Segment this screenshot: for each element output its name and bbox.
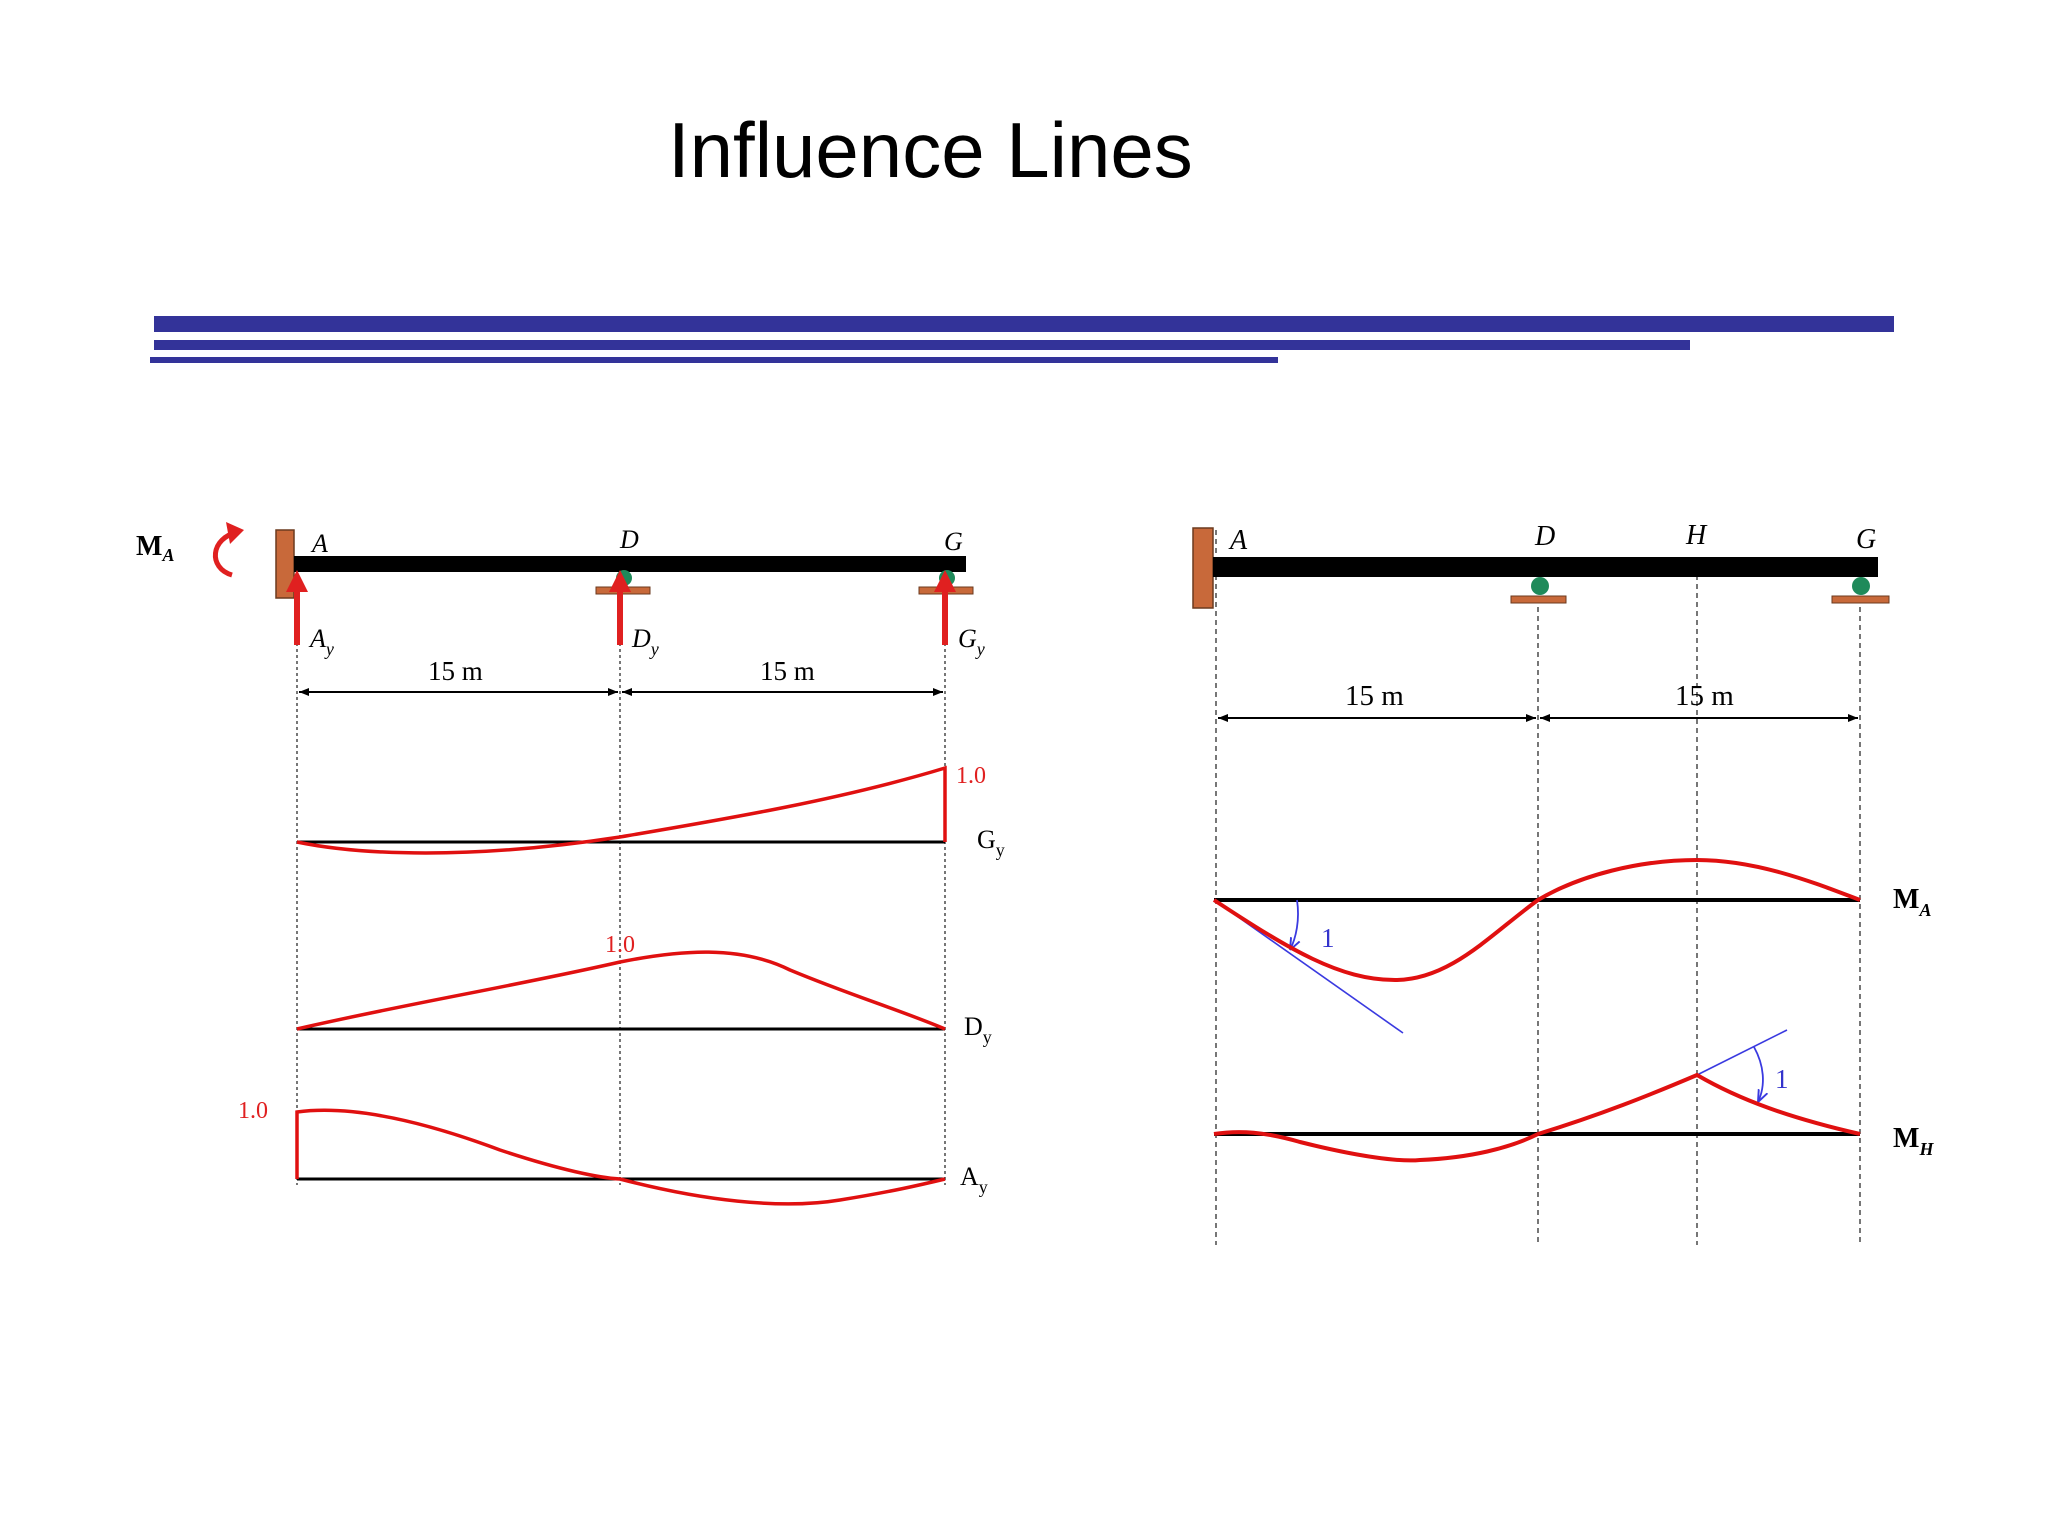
roller-support-G-right (1831, 577, 1890, 604)
slope-label-MA: 1 (1321, 923, 1335, 953)
beam-left (294, 556, 966, 572)
span-label-1: 15 m (428, 656, 483, 686)
value-label-Dy: 1.0 (605, 932, 635, 958)
line-label-Dy: Dy (964, 1012, 992, 1047)
reaction-arrows (286, 570, 956, 645)
reaction-label-Gy: Gy (958, 624, 985, 659)
span-label-1-right: 15 m (1345, 680, 1404, 712)
point-label-D-right: D (1534, 521, 1555, 552)
roller-support-D-right (1510, 577, 1567, 604)
value-label-Ay: 1.0 (238, 1098, 268, 1124)
moment-arrowhead-icon (226, 522, 244, 544)
point-label-G-right: G (1856, 524, 1876, 555)
moment-label-MA: MA (136, 531, 174, 565)
influence-curve-Ay (295, 1108, 946, 1206)
line-label-Gy: Gy (977, 825, 1005, 860)
page-title: Influence Lines (668, 106, 1193, 194)
right-diagram: A D H G 15 m 15 m 1 MA 1 MH (1192, 520, 1934, 1245)
right-guide-lines (1215, 530, 1861, 1245)
span-label-2-right: 15 m (1675, 680, 1734, 712)
tangent-line-MH (1696, 1029, 1788, 1076)
title-rule-3 (150, 357, 1278, 363)
point-label-A: A (310, 529, 328, 558)
point-label-D: D (619, 525, 639, 554)
influence-curve-Gy (296, 765, 947, 855)
influence-curve-Dy (296, 950, 946, 1031)
influence-curve-MA (1212, 857, 1861, 983)
reaction-label-Dy: Dy (631, 624, 659, 659)
left-guide-lines (296, 565, 946, 1185)
reaction-label-Ay: Ay (308, 624, 334, 659)
title-rule-1 (154, 316, 1894, 332)
line-label-MA: MA (1893, 884, 1931, 920)
slope-arc-MH (1753, 1046, 1763, 1102)
line-label-MH: MH (1893, 1123, 1934, 1159)
value-label-Gy: 1.0 (956, 763, 986, 789)
point-label-A-right: A (1228, 525, 1248, 556)
influence-curve-MH (1213, 1072, 1861, 1163)
fixed-support-A-right (1192, 527, 1214, 609)
beam-right (1213, 557, 1878, 577)
slope-label-MH: 1 (1775, 1064, 1789, 1094)
point-label-G: G (944, 527, 963, 556)
point-label-H-right: H (1685, 520, 1708, 551)
slope-arc-MA (1290, 899, 1298, 950)
span-label-2: 15 m (760, 656, 815, 686)
left-diagram: MA A D G Ay Dy Gy 15 m 15 m 1.0 Gy 1.0 D… (136, 522, 1005, 1206)
title-rule-2 (154, 340, 1690, 350)
line-label-Ay: Ay (960, 1162, 988, 1197)
